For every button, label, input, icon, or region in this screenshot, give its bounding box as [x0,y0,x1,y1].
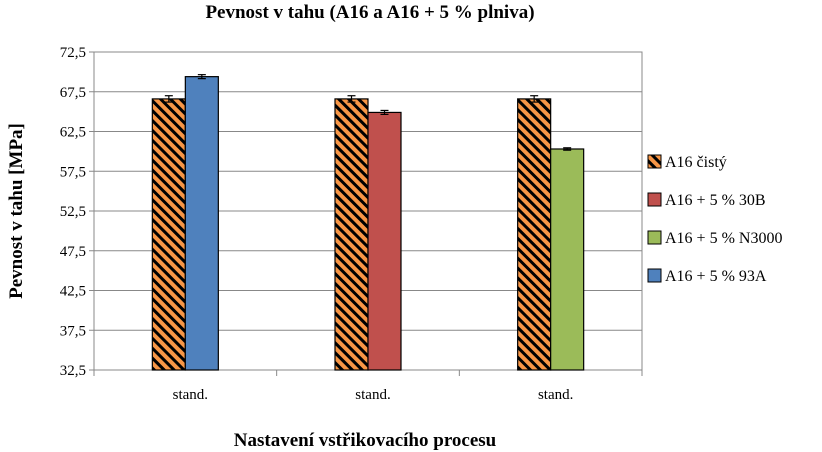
x-tick-label: stand. [173,387,208,403]
legend-label: A16 čistý [665,154,727,171]
x-axis-title: Nastavení vstřikovacího procesu [234,430,497,451]
chart-title: Pevnost v tahu (A16 a A16 + 5 % plniva) [205,2,534,23]
legend-swatch [647,154,662,169]
y-tick-label: 32,5 [60,363,86,379]
legend-label: A16 + 5 % 93A [665,268,767,285]
error-bars [164,74,572,151]
legend-swatch [647,268,662,283]
bar [517,98,552,371]
legend-label: A16 + 5 % N3000 [665,230,782,247]
bars [151,76,585,371]
x-tick-label: stand. [355,387,390,403]
y-tick-label: 37,5 [60,323,86,339]
y-tick-label: 42,5 [60,284,86,300]
bar [334,98,369,371]
bar [550,148,585,371]
y-axis-title: Pevnost v tahu [MPa] [6,123,27,299]
legend-swatch [647,192,662,207]
y-tick-label: 67,5 [60,85,86,101]
bar [184,76,219,371]
legend-swatch [647,230,662,245]
y-tick-label: 57,5 [60,164,86,180]
x-tick-labels: stand. stand. stand. [173,387,574,403]
y-tick-label: 52,5 [60,204,86,220]
legend-label: A16 + 5 % 30B [665,192,766,209]
x-tick-label: stand. [538,387,573,403]
y-tick-label: 72,5 [60,45,86,61]
bar [151,98,186,371]
y-tick-label: 62,5 [60,125,86,141]
legend: A16 čistý A16 + 5 % 30B A16 + 5 % N3000 A16… [647,154,782,285]
y-tick-label: 47,5 [60,244,86,260]
y-tick-labels: 32,5 37,5 42,5 47,5 52,5 57,5 62,5 67,5 72,5 [60,45,86,379]
bar [367,111,402,371]
